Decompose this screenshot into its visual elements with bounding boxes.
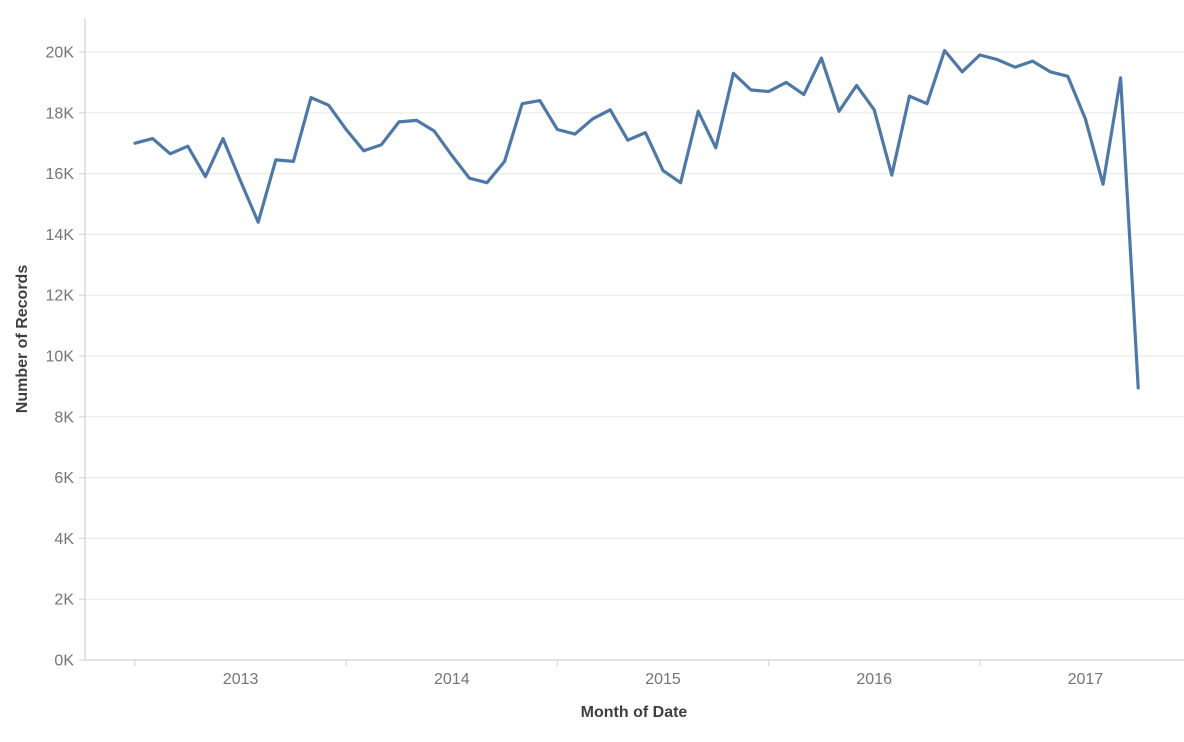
y-tick-label: 12K [46,288,75,305]
y-tick-label: 18K [46,105,75,122]
y-tick-label: 20K [46,45,75,62]
y-tick-label: 6K [54,470,74,487]
y-tick-labels: 0K 2K 4K 6K 8K 10K 12K 14K 16K 18K 20K [46,45,75,670]
y-tick-label: 10K [46,349,75,366]
x-tick-label: 2017 [1068,671,1104,688]
x-tick-label: 2016 [856,671,892,688]
records-line-series [133,48,1140,390]
x-tick-label: 2015 [645,671,681,688]
axes [79,18,1184,666]
x-tick-label: 2013 [223,671,259,688]
y-tick-label: 0K [54,653,74,670]
y-tick-label: 16K [46,166,75,183]
x-tick-label: 2014 [434,671,470,688]
y-tick-label: 8K [54,409,74,426]
y-tick-label: 14K [46,227,75,244]
y-axis-title: Number of Records [14,265,31,414]
gridlines [85,51,1184,600]
x-tick-labels: 2013 2014 2015 2016 2017 [223,671,1103,688]
y-tick-label: 2K [54,592,74,609]
y-tick-label: 4K [54,531,74,548]
x-axis-title: Month of Date [581,704,688,721]
